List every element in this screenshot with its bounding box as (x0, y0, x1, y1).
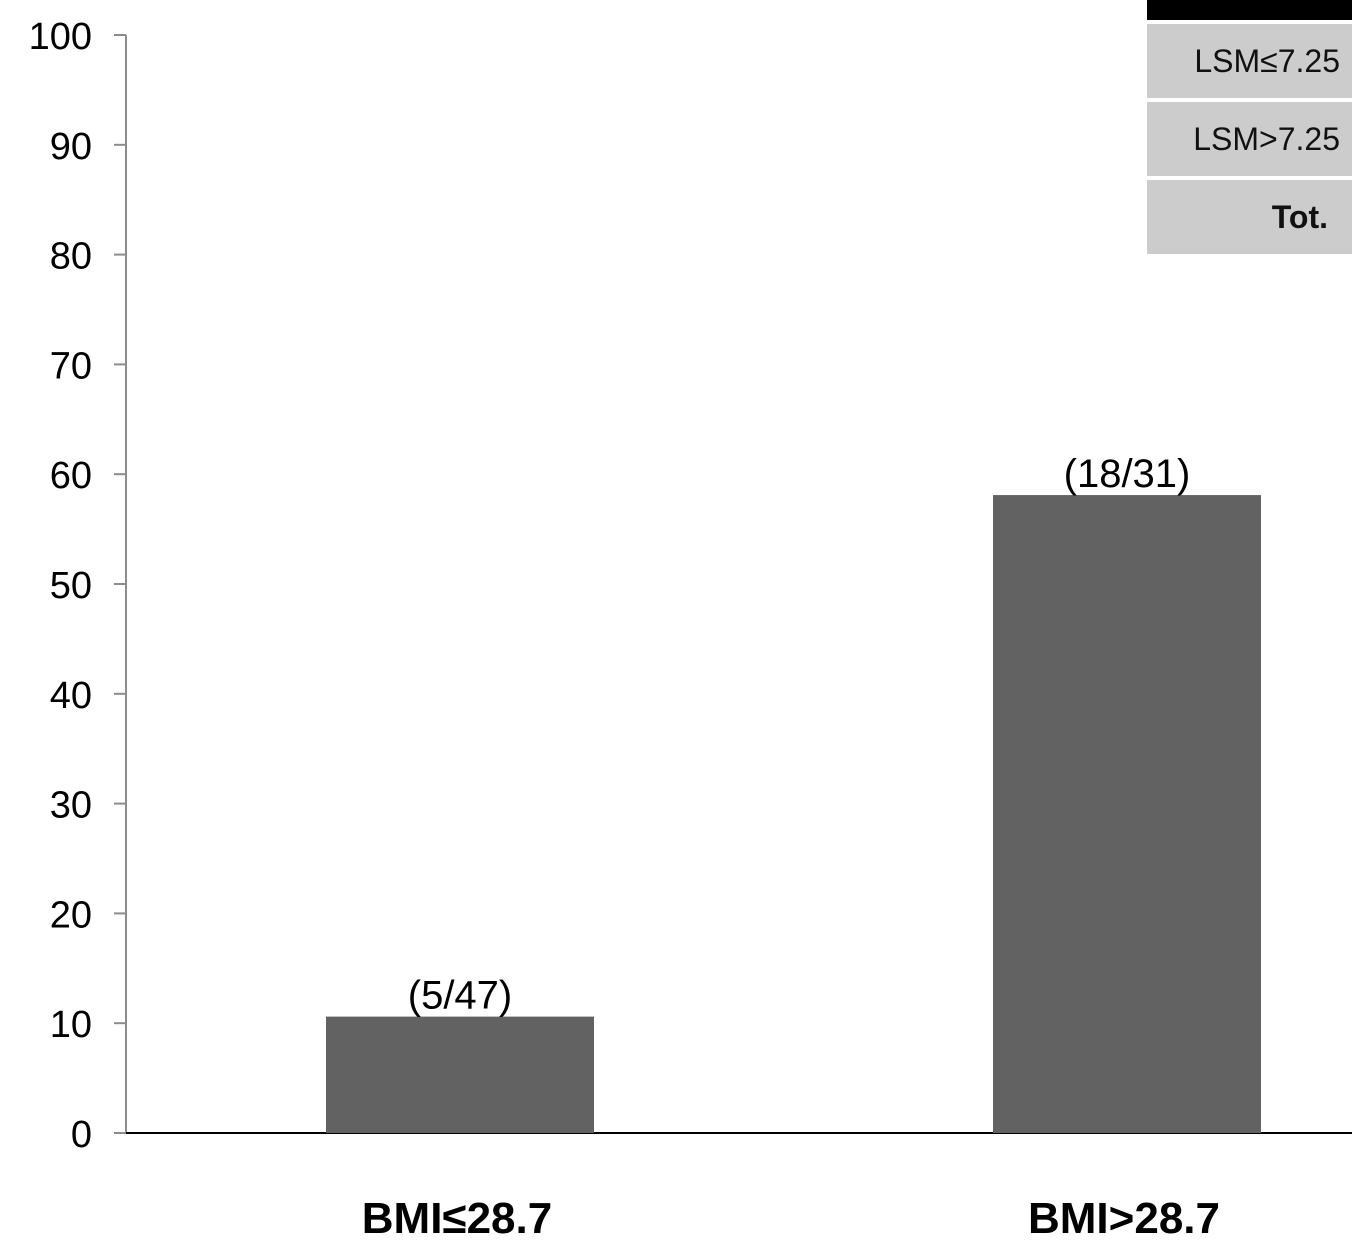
y-tick-label: 40 (50, 675, 92, 717)
y-tick-label: 100 (29, 16, 92, 58)
data-labels: (5/47) (18/31) (408, 452, 1191, 1018)
side-table-row-total: Tot. (1147, 176, 1352, 254)
bars (326, 495, 1261, 1133)
side-table: LSM≤7.25 LSM>7.25 Tot. (1147, 0, 1352, 254)
y-axis: 0 10 20 30 40 50 60 70 80 90 100 (29, 16, 127, 1156)
y-tick-label: 30 (50, 785, 92, 827)
bar (326, 1016, 594, 1133)
side-table-row-lsm-high: LSM>7.25 (1147, 98, 1352, 176)
bar (993, 495, 1261, 1133)
side-table-header (1147, 0, 1352, 20)
y-tick-label: 60 (50, 455, 92, 497)
y-tick-label: 0 (71, 1114, 92, 1156)
category-label: BMI>28.7 (1028, 1194, 1220, 1243)
category-labels: BMI≤28.7 BMI>28.7 (362, 1194, 1220, 1243)
side-table-row-lsm-low: LSM≤7.25 (1147, 20, 1352, 98)
category-label: BMI≤28.7 (362, 1194, 552, 1243)
data-label: (18/31) (1064, 452, 1191, 496)
data-label: (5/47) (408, 974, 513, 1018)
y-tick-label: 80 (50, 236, 92, 278)
y-tick-label: 20 (50, 894, 92, 936)
y-tick-label: 90 (50, 126, 92, 168)
y-tick-label: 70 (50, 345, 92, 387)
y-tick-label: 50 (50, 565, 92, 607)
y-tick-label: 10 (50, 1004, 92, 1046)
